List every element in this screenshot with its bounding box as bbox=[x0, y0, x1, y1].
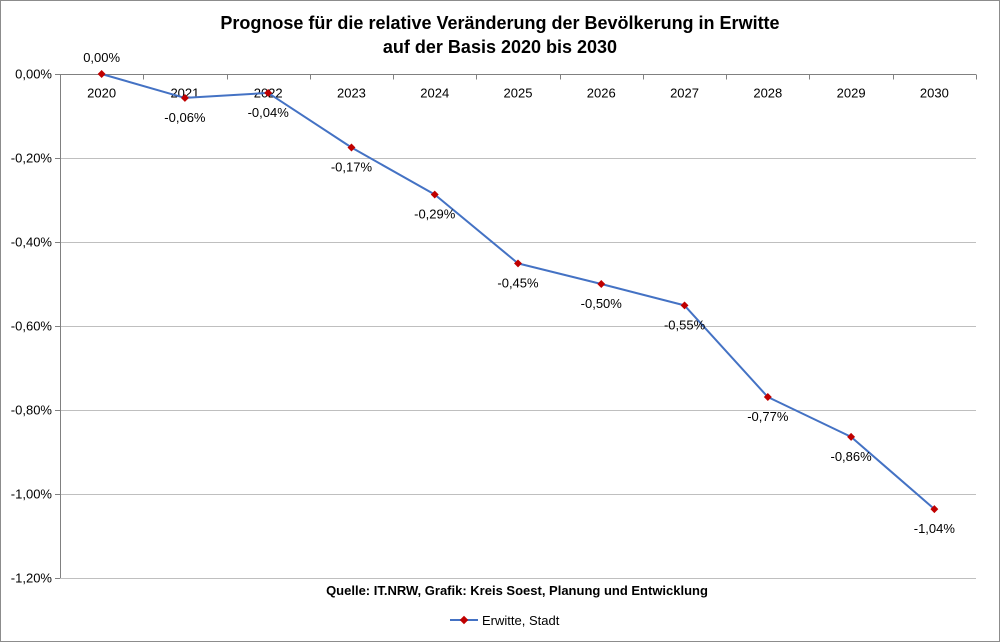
legend-marker-swatch bbox=[459, 615, 469, 625]
x-tick-label: 2020 bbox=[87, 86, 116, 101]
data-label: -0,29% bbox=[414, 207, 456, 222]
data-point-marker bbox=[97, 70, 106, 78]
x-tick-label: 2024 bbox=[420, 86, 449, 101]
y-tick-label: -0,60% bbox=[11, 319, 53, 334]
x-tick-label: 2023 bbox=[337, 86, 366, 101]
data-point-marker bbox=[514, 259, 522, 268]
axes bbox=[55, 74, 977, 579]
x-tick-label: 2027 bbox=[670, 86, 699, 101]
gridlines bbox=[60, 158, 976, 579]
series-erwitte bbox=[97, 70, 939, 514]
data-point-marker bbox=[763, 393, 772, 401]
data-point-marker bbox=[347, 143, 356, 152]
y-tick-label: 0,00% bbox=[15, 67, 52, 82]
source-note: Quelle: IT.NRW, Grafik: Kreis Soest, Pla… bbox=[326, 583, 708, 598]
data-label: -0,50% bbox=[581, 296, 623, 311]
data-label: -0,77% bbox=[747, 409, 789, 424]
x-tick-label: 2028 bbox=[753, 86, 782, 101]
data-label: -1,04% bbox=[914, 521, 956, 536]
x-tick-label: 2029 bbox=[837, 86, 866, 101]
data-label: -0,06% bbox=[164, 110, 206, 125]
legend: Erwitte, Stadt bbox=[450, 613, 560, 628]
data-point-marker bbox=[680, 301, 689, 310]
data-label: -0,55% bbox=[664, 317, 706, 332]
y-tick-label: -0,40% bbox=[11, 235, 53, 250]
chart-title: Prognose für die relative Veränderung de… bbox=[220, 13, 779, 33]
series-line bbox=[101, 73, 936, 510]
x-tick-label: 2030 bbox=[920, 86, 949, 101]
data-label: -0,86% bbox=[830, 449, 872, 464]
y-tick-label: -1,20% bbox=[11, 571, 53, 586]
y-tick-label: -0,80% bbox=[11, 403, 53, 418]
y-tick-label: -0,20% bbox=[11, 151, 53, 166]
x-tick-label: 2025 bbox=[504, 86, 533, 101]
legend-label: Erwitte, Stadt bbox=[482, 613, 560, 628]
data-label: 0,00% bbox=[83, 50, 120, 65]
y-tick-label: -1,00% bbox=[11, 487, 53, 502]
data-label: -0,17% bbox=[331, 160, 373, 175]
data-label: -0,04% bbox=[248, 105, 290, 120]
x-axis-tick-labels: 2020202120222023202420252026202720282029… bbox=[87, 86, 949, 101]
data-point-marker bbox=[430, 190, 439, 199]
data-labels: 0,00% -0,06% -0,04% -0,17% -0,29% -0,45% -0,50… bbox=[83, 50, 955, 536]
chart-subtitle: auf der Basis 2020 bis 2030 bbox=[383, 37, 617, 57]
y-axis-tick-labels: 0,00% -0,20% -0,40% -0,60% -0,80% -1,00% -1,20… bbox=[11, 67, 53, 586]
x-tick-label: 2026 bbox=[587, 86, 616, 101]
data-point-marker bbox=[597, 280, 606, 288]
data-label: -0,45% bbox=[497, 275, 539, 290]
data-point-marker bbox=[847, 432, 856, 441]
